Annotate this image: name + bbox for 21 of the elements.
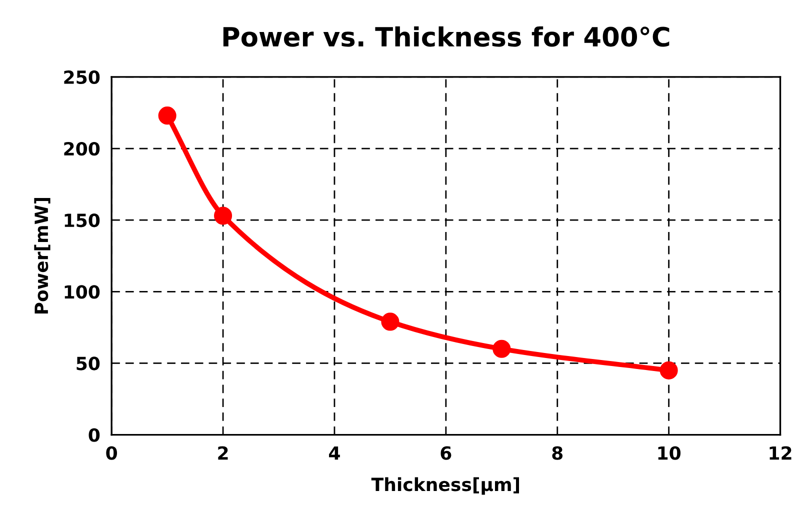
x-tick-label: 2 xyxy=(218,446,228,460)
point xyxy=(214,206,232,225)
y-tick-label: 200 xyxy=(64,142,100,156)
y-tick-label: 100 xyxy=(64,285,100,299)
y-tick-label: 0 xyxy=(88,428,100,442)
point xyxy=(158,106,176,125)
y-tick-label: 150 xyxy=(64,214,100,228)
x-tick-label: 12 xyxy=(770,446,792,460)
x-tick-label: 8 xyxy=(552,446,563,460)
point xyxy=(492,340,511,358)
chart-title: Power vs. Thickness for 400°C xyxy=(223,26,670,47)
x-tick-label: 4 xyxy=(329,446,340,460)
y-axis-title: Power[mW] xyxy=(34,198,50,314)
y-tick-label: 250 xyxy=(64,70,100,84)
x-tick-label: 10 xyxy=(658,446,681,460)
x-axis-title: Thickness[µm] xyxy=(371,477,520,495)
point xyxy=(660,361,678,380)
y-tick-label: 50 xyxy=(76,356,100,370)
point xyxy=(381,312,400,331)
x-tick-label: 0 xyxy=(106,446,117,460)
x-tick-label: 6 xyxy=(440,446,452,460)
